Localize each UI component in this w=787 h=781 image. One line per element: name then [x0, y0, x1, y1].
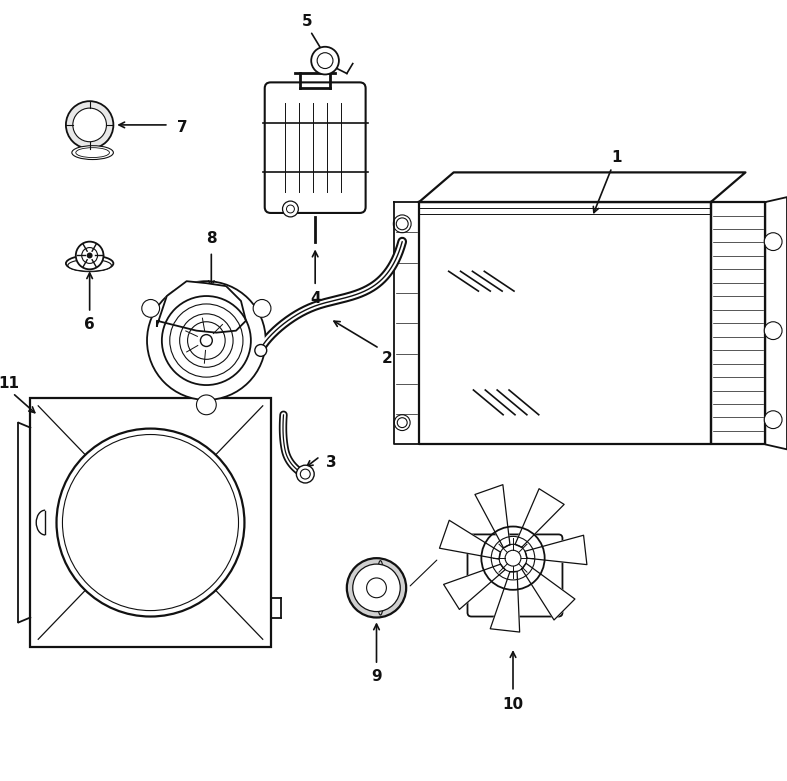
Circle shape: [311, 47, 339, 74]
Circle shape: [255, 344, 267, 356]
Circle shape: [57, 429, 245, 616]
Text: 4: 4: [310, 291, 320, 305]
Circle shape: [505, 551, 521, 566]
Text: 1: 1: [611, 150, 622, 165]
Text: 6: 6: [84, 317, 95, 332]
Circle shape: [87, 252, 93, 259]
FancyBboxPatch shape: [264, 82, 366, 213]
Polygon shape: [394, 202, 419, 444]
Circle shape: [76, 241, 104, 269]
Ellipse shape: [68, 259, 112, 271]
FancyBboxPatch shape: [467, 534, 563, 616]
Text: 11: 11: [0, 376, 19, 390]
Ellipse shape: [66, 255, 113, 271]
Circle shape: [197, 395, 216, 415]
Circle shape: [73, 108, 106, 141]
Polygon shape: [525, 535, 587, 565]
Circle shape: [142, 299, 160, 317]
Polygon shape: [419, 173, 745, 202]
Text: 10: 10: [502, 697, 523, 712]
Text: 7: 7: [177, 120, 188, 135]
Circle shape: [353, 564, 401, 612]
Text: 5: 5: [302, 13, 312, 29]
Circle shape: [297, 465, 314, 483]
Ellipse shape: [376, 561, 384, 615]
Text: 9: 9: [371, 669, 382, 684]
Circle shape: [66, 102, 113, 148]
Bar: [30, 398, 271, 647]
Polygon shape: [157, 281, 246, 333]
Polygon shape: [765, 197, 787, 449]
Polygon shape: [711, 202, 765, 444]
Ellipse shape: [72, 146, 113, 159]
Polygon shape: [475, 485, 510, 548]
Circle shape: [253, 299, 271, 317]
Polygon shape: [444, 564, 505, 609]
Circle shape: [764, 233, 782, 251]
Polygon shape: [522, 563, 575, 620]
Text: 3: 3: [326, 455, 336, 469]
Circle shape: [283, 201, 298, 217]
Circle shape: [347, 558, 406, 618]
Text: 2: 2: [382, 351, 393, 366]
Circle shape: [764, 411, 782, 429]
Circle shape: [147, 281, 266, 400]
Polygon shape: [490, 572, 519, 632]
Circle shape: [764, 322, 782, 340]
Polygon shape: [515, 489, 564, 547]
Circle shape: [201, 334, 212, 347]
Polygon shape: [419, 202, 711, 444]
Polygon shape: [439, 520, 501, 559]
Text: 8: 8: [206, 231, 216, 246]
